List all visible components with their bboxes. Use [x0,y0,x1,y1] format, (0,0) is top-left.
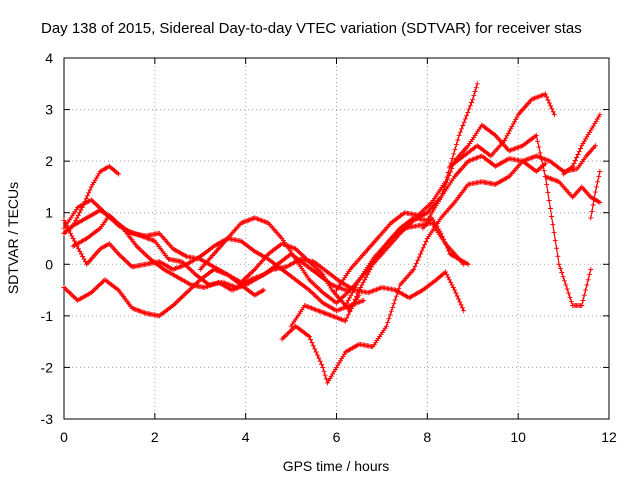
series-track-9 [288,153,548,329]
series-markers [343,122,594,308]
series-markers [61,197,362,314]
series-markers [61,266,267,319]
x-tick-label: 12 [601,429,617,445]
x-tick-label: 10 [510,429,526,445]
series-track-15 [561,112,603,177]
series-track-12 [420,215,471,267]
data-series [61,81,603,386]
series-markers [70,212,467,314]
x-tick-label: 0 [60,429,68,445]
x-axis-label: GPS time / hours [283,458,390,474]
series-track-5 [61,163,121,236]
y-tick-label: 0 [45,256,53,272]
y-tick-label: 2 [45,153,53,169]
series-track-13 [447,91,557,169]
series-track-16 [588,169,603,221]
series-line [290,155,546,327]
x-tick-label: 6 [333,429,341,445]
series-markers [61,163,121,236]
x-tick-labels: 0 2 4 6 8 10 12 [60,429,617,445]
y-tick-label: -1 [41,308,54,324]
series-line [422,216,469,265]
series-markers [561,112,603,177]
series-markers [279,143,598,386]
series-track-1 [61,266,267,319]
y-tick-labels: -3 -2 -1 0 1 2 3 4 [41,50,54,427]
x-tick-label: 2 [151,429,159,445]
axis-ticks [63,57,610,420]
chart-title: Day 138 of 2015, Sidereal Day-to-day VTE… [41,20,582,37]
series-markers [588,169,603,221]
series-markers [288,153,548,329]
series-markers [542,174,603,205]
series-track-10 [334,81,480,293]
series-markers [334,81,480,293]
y-tick-label: 3 [45,102,53,118]
series-track-8 [279,143,598,386]
series-track-14 [542,174,603,205]
y-tick-label: 1 [45,205,53,221]
series-markers [447,91,557,169]
y-tick-label: -3 [41,411,54,427]
series-markers [420,215,471,267]
x-tick-label: 8 [423,429,431,445]
y-tick-label: -2 [41,359,54,375]
x-tick-label: 4 [242,429,250,445]
y-axis-label: SDTVAR / TECUs [5,182,21,294]
y-tick-label: 4 [45,50,53,66]
series-track-11 [343,122,594,308]
